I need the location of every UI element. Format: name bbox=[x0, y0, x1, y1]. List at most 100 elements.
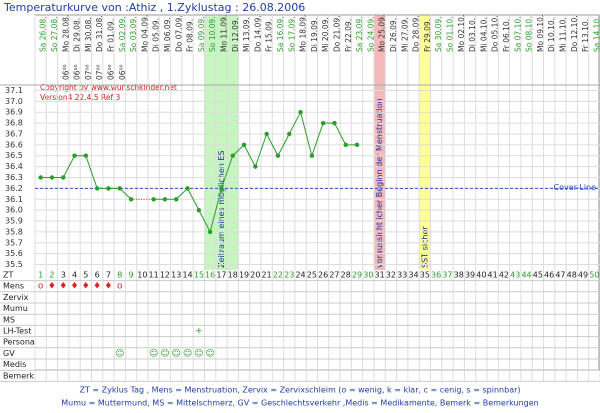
temperature-point bbox=[38, 175, 43, 180]
row-label: Bemerk bbox=[3, 371, 34, 380]
cycle-day: 5 bbox=[83, 271, 88, 280]
copyright: Copyright by www.wunschkinder.net bbox=[40, 83, 177, 92]
date-label: Fr 15.09. bbox=[265, 19, 274, 52]
cycle-day: 32 bbox=[386, 271, 396, 280]
y-tick-label: 37.1 bbox=[5, 86, 23, 95]
date-label: Sa 16.09. bbox=[276, 16, 285, 52]
date-label: Do 07.09. bbox=[174, 15, 183, 52]
mens-symbol: ♦ bbox=[48, 282, 56, 292]
legend-line: Mumu = Muttermund, MS = Mittelschmerz, G… bbox=[61, 399, 538, 408]
date-label: Di 10.10. bbox=[547, 18, 556, 52]
temperature-point bbox=[185, 186, 190, 191]
time-label: 07⁰⁰ bbox=[84, 64, 93, 80]
gv-symbol: ☺ bbox=[205, 348, 214, 359]
date-label: Sa 23.09. bbox=[355, 16, 364, 52]
time-label: 06⁰⁰ bbox=[73, 64, 82, 80]
cycle-day: 22 bbox=[273, 271, 283, 280]
cycle-day: 15 bbox=[194, 271, 204, 280]
cycle-day: 20 bbox=[250, 271, 260, 280]
row-label: Zervix bbox=[3, 293, 29, 302]
cycle-day: 4 bbox=[72, 271, 77, 280]
date-label: Do 31.08. bbox=[95, 15, 104, 52]
date-label: Mo 02.10. bbox=[457, 15, 466, 52]
cycle-day: 24 bbox=[295, 271, 305, 280]
date-label: Fr 22.09. bbox=[344, 19, 353, 52]
cycle-day: 17 bbox=[216, 271, 226, 280]
cycle-day: 25 bbox=[307, 271, 317, 280]
row-label: GV bbox=[3, 349, 15, 358]
y-tick-label: 35.9 bbox=[5, 217, 23, 226]
y-tick-label: 36.1 bbox=[5, 195, 23, 204]
cycle-day: 18 bbox=[228, 271, 238, 280]
cycle-day: 3 bbox=[61, 271, 66, 280]
date-label: Fr 01.09. bbox=[106, 19, 115, 52]
date-label: So 08.10. bbox=[525, 16, 534, 52]
date-label: So 01.10. bbox=[445, 16, 454, 52]
temperature-point bbox=[241, 142, 247, 148]
date-label: Sa 07.10. bbox=[513, 16, 522, 52]
date-label: Fr 08.09. bbox=[186, 19, 195, 52]
date-label: Mo 25.09. bbox=[378, 15, 387, 52]
date-label: Di 29.08. bbox=[73, 18, 82, 52]
y-tick-label: 35.7 bbox=[5, 238, 23, 247]
y-tick-label: 36.6 bbox=[5, 140, 23, 149]
temperature-point bbox=[298, 110, 303, 115]
temperature-point bbox=[332, 120, 337, 126]
cycle-day: 7 bbox=[106, 271, 111, 280]
gv-symbol: ☺ bbox=[149, 348, 158, 359]
highlight-band bbox=[374, 15, 386, 270]
temperature-point bbox=[106, 186, 111, 191]
temperature-point bbox=[219, 186, 224, 191]
mens-symbol: o bbox=[117, 282, 123, 292]
mens-symbol: ♦ bbox=[104, 282, 112, 292]
cycle-day: 12 bbox=[160, 271, 170, 280]
date-label: Mo 18.09. bbox=[299, 15, 308, 52]
temperature-point bbox=[354, 142, 360, 148]
cycle-day: 26 bbox=[318, 271, 328, 280]
cycle-day: 45 bbox=[533, 271, 543, 280]
date-label: Do 12.10. bbox=[570, 15, 579, 52]
temperature-point bbox=[61, 175, 66, 180]
temperature-point bbox=[230, 153, 235, 158]
date-label: Do 14.09. bbox=[253, 15, 262, 52]
date-label: Di 03.10. bbox=[468, 18, 477, 52]
temperature-point bbox=[264, 131, 269, 137]
date-label: Di 26.09. bbox=[389, 18, 398, 52]
temperature-point bbox=[128, 197, 134, 202]
gv-symbol: ☺ bbox=[194, 348, 203, 359]
temperature-point bbox=[275, 153, 281, 158]
y-tick-label: 37.0 bbox=[5, 97, 23, 106]
date-label: Mi 04.10. bbox=[479, 17, 488, 52]
time-label: 06⁰⁰ bbox=[118, 64, 127, 80]
y-tick-label: 36.0 bbox=[5, 206, 23, 215]
date-label: So 10.09. bbox=[208, 16, 217, 52]
date-label: Di 05.09. bbox=[152, 18, 161, 52]
cycle-day: 13 bbox=[171, 271, 181, 280]
date-label: So 03.09. bbox=[129, 16, 138, 52]
gv-symbol: ☺ bbox=[160, 348, 169, 359]
temperature-point bbox=[309, 153, 315, 158]
legend-line: ZT = Zyklus Tag , Mens = Menstruation, Z… bbox=[80, 386, 521, 395]
row-label: Persona bbox=[3, 338, 35, 347]
highlight-band bbox=[204, 15, 239, 270]
date-label: Do 05.10. bbox=[491, 15, 500, 52]
temperature-point bbox=[49, 175, 55, 180]
cycle-day: 33 bbox=[397, 271, 407, 280]
cycle-day: 9 bbox=[129, 271, 134, 280]
temperature-point bbox=[253, 164, 258, 169]
temperature-point bbox=[343, 142, 348, 148]
cycle-day: 37 bbox=[442, 271, 452, 280]
date-label: Do 21.09. bbox=[332, 15, 341, 52]
lh-test-symbol: + bbox=[195, 327, 203, 337]
gv-symbol: ☺ bbox=[172, 348, 181, 359]
date-label: Di 19.09. bbox=[310, 18, 319, 52]
cycle-day: 14 bbox=[182, 271, 192, 280]
date-label: Do 28.09. bbox=[412, 15, 421, 52]
mens-symbol: o bbox=[38, 282, 44, 292]
date-label: Fr 29.09. bbox=[423, 19, 432, 52]
cycle-day: 10 bbox=[137, 271, 147, 280]
y-tick-label: 36.8 bbox=[5, 119, 23, 128]
highlight-label: Zeitraum eines möglichen ES bbox=[217, 150, 226, 268]
temperature-point bbox=[162, 197, 168, 202]
row-label: Medis bbox=[3, 360, 26, 369]
